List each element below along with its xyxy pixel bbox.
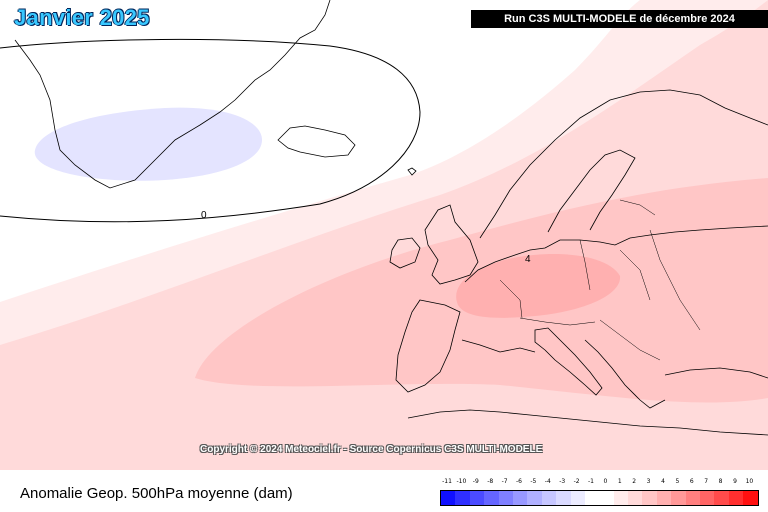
anomaly-negative bbox=[34, 107, 262, 181]
iceland-coast bbox=[277, 125, 356, 158]
anomaly-band-4 bbox=[456, 254, 621, 318]
copyright-notice: Copyright © 2024 Meteociel.fr - Source C… bbox=[200, 444, 543, 455]
border-russia bbox=[649, 229, 701, 331]
legend-tick-label: 9 bbox=[733, 478, 737, 485]
legend-tick-label: -5 bbox=[530, 478, 537, 485]
border-alps bbox=[519, 317, 596, 326]
legend-tick-label: -6 bbox=[516, 478, 522, 485]
legend-tick-label: -8 bbox=[487, 478, 494, 485]
contour-label-0: 0 bbox=[201, 210, 207, 221]
legend-swatch bbox=[469, 491, 485, 505]
scandinavia-coast bbox=[479, 89, 768, 239]
balkans-coast bbox=[584, 339, 666, 409]
legend-swatch bbox=[642, 491, 657, 505]
legend-swatches bbox=[440, 490, 759, 506]
legend-tick-label: 6 bbox=[689, 478, 694, 485]
legend-tick-label: -1 bbox=[588, 478, 594, 485]
legend-swatch bbox=[484, 491, 499, 505]
legend-tick-label: 4 bbox=[661, 478, 665, 485]
anomaly-map: 0 4 bbox=[0, 0, 768, 470]
legend-swatch bbox=[599, 491, 614, 505]
border-france-germany bbox=[499, 279, 523, 319]
legend-tick-label: -9 bbox=[472, 478, 479, 485]
legend-tick-label: -2 bbox=[573, 478, 580, 485]
legend-swatch bbox=[714, 491, 729, 505]
legend-tick-label: 1 bbox=[617, 478, 622, 485]
page-title: Janvier 2025 bbox=[14, 5, 150, 30]
border-balkans bbox=[599, 319, 661, 361]
contour-zero bbox=[0, 38, 421, 223]
legend-tick-labels: -11 -10 -9 -8 -7 -6 -5 -4 -3 -2 -1 0 1 2 3 4 5 6 7 8 9 10 bbox=[440, 478, 753, 488]
legend-tick-label: 0 bbox=[603, 478, 608, 485]
ireland-coast bbox=[389, 237, 421, 269]
border-baltics bbox=[619, 199, 656, 216]
svalbard-coast bbox=[407, 167, 417, 176]
legend-swatch bbox=[700, 491, 715, 505]
legend-tick-label: 5 bbox=[675, 478, 680, 485]
legend-tick-label: 2 bbox=[632, 478, 637, 485]
legend-swatch bbox=[455, 491, 470, 505]
legend-tick-label: -3 bbox=[559, 478, 566, 485]
legend-swatch bbox=[527, 491, 542, 505]
coastlines bbox=[14, 0, 768, 436]
legend-tick-label: 3 bbox=[646, 478, 651, 485]
legend-swatch bbox=[498, 491, 513, 505]
italy-coast bbox=[534, 327, 603, 396]
legend-swatch bbox=[656, 491, 672, 505]
turkey-coast bbox=[664, 367, 768, 379]
legend-tick-label: -4 bbox=[544, 478, 551, 485]
legend-tick-label: 10 bbox=[745, 478, 754, 485]
legend-swatch bbox=[512, 491, 528, 505]
britain-coast bbox=[424, 204, 479, 285]
legend-tick-label: -10 bbox=[456, 478, 467, 485]
legend-swatch bbox=[570, 491, 585, 505]
legend-swatch bbox=[685, 491, 701, 505]
legend-swatch bbox=[556, 491, 571, 505]
contour-label-4: 4 bbox=[525, 254, 531, 265]
sweden-baltic-coast bbox=[547, 149, 636, 233]
legend-tick-label: 8 bbox=[718, 478, 723, 485]
legend-swatch bbox=[743, 491, 758, 505]
legend-tick-label: 7 bbox=[704, 478, 709, 485]
legend-swatch bbox=[628, 491, 643, 505]
legend-swatch bbox=[671, 491, 686, 505]
legend-tick-label: -7 bbox=[501, 478, 508, 485]
france-med-coast bbox=[461, 339, 536, 353]
legend-swatch bbox=[441, 491, 456, 505]
run-info-box: Run C3S MULTI-MODELE de décembre 2024 bbox=[471, 10, 768, 28]
iberia-coast bbox=[395, 299, 461, 393]
legend-swatch bbox=[584, 491, 600, 505]
legend-tick-label: -11 bbox=[442, 478, 452, 485]
borders bbox=[499, 199, 701, 361]
legend-swatch bbox=[728, 491, 744, 505]
europe-mainland-coast bbox=[464, 225, 768, 283]
greenland-coast bbox=[14, 0, 331, 189]
legend-swatch bbox=[541, 491, 557, 505]
border-germany-poland bbox=[579, 239, 591, 291]
africa-coast bbox=[407, 409, 768, 436]
border-poland-ukraine bbox=[619, 249, 651, 301]
map-caption: Anomalie Geop. 500hPa moyenne (dam) bbox=[20, 485, 293, 502]
legend-swatch bbox=[613, 491, 629, 505]
